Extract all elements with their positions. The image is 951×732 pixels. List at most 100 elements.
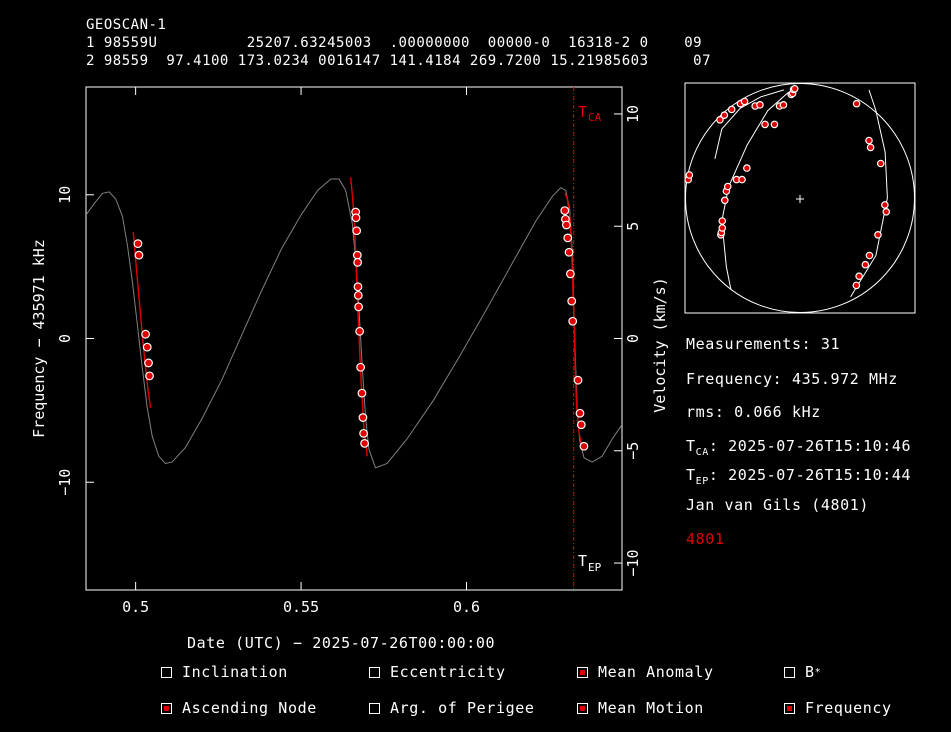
checkbox-box[interactable] [784, 666, 795, 678]
skymap-point [685, 171, 694, 179]
tep-label-sub: EP [588, 561, 602, 574]
tca-label: T [578, 103, 587, 121]
skymap-point [716, 116, 724, 124]
checkbox-ascending-node[interactable]: Ascending Node [161, 699, 317, 717]
checkbox-box[interactable] [161, 702, 172, 714]
checkbox-arg-of-perigee[interactable]: Arg. of Perigee [369, 699, 534, 717]
skymap-point [770, 120, 779, 129]
y2-axis-label: Velocity (km/s) [651, 277, 669, 412]
skymap-track [721, 91, 789, 291]
checkbox-label: Mean Anomaly [598, 663, 714, 681]
y2-tick-label: 10 [624, 105, 642, 123]
measurement-point [563, 233, 573, 243]
tle-line-2: 2 98559 97.4100 173.0234 0016147 141.418… [86, 53, 712, 69]
checkbox-box[interactable] [369, 666, 380, 678]
skymap-point [865, 136, 873, 145]
measurement-point [141, 329, 150, 339]
measurement-point [144, 358, 153, 368]
tep-time: : 2025-07-26T15:10:44 [708, 466, 912, 484]
checkbox-frequency[interactable]: Frequency [784, 699, 892, 717]
skymap-point [865, 251, 874, 260]
observer-name: Jan van Gils (4801) [686, 496, 869, 514]
plot-frame [85, 86, 623, 591]
checkbox-box[interactable] [577, 666, 588, 678]
y-tick-label: 10 [56, 186, 74, 204]
measurement-point [358, 413, 368, 422]
tle-name: GEOSCAN-1 [86, 17, 167, 33]
measurement-point [575, 408, 585, 418]
measurement-point [576, 420, 586, 430]
checkbox-label: Ascending Node [182, 699, 317, 717]
tca-main: T [686, 437, 696, 455]
tca-time: : 2025-07-26T15:10:46 [708, 437, 912, 455]
y2-tick-label: 0 [624, 334, 642, 343]
tca-value: TCA: 2025-07-26T15:10:46 [686, 437, 911, 458]
measurement-point [355, 326, 365, 336]
measurement-point [133, 239, 143, 249]
tep-value: TEP: 2025-07-26T15:10:44 [686, 466, 911, 487]
skymap-point [881, 201, 889, 209]
skymap-point [779, 101, 788, 109]
checkbox-mean-motion[interactable]: Mean Motion [577, 699, 704, 717]
measurement-point [354, 302, 364, 312]
skymap-point [882, 208, 891, 216]
checkbox-box[interactable] [369, 702, 380, 714]
checkbox-box[interactable] [784, 702, 795, 714]
skymap-point [720, 111, 729, 120]
skymap-point [743, 164, 751, 172]
checkbox-sup: * [814, 666, 822, 678]
measurement-point [134, 250, 144, 260]
skymap-track [714, 89, 785, 160]
checkbox-box[interactable] [577, 702, 588, 714]
checkbox-mean-anomaly[interactable]: Mean Anomaly [577, 663, 714, 681]
checkbox-eccentricity[interactable]: Eccentricity [369, 663, 506, 681]
frequency-value: Frequency: 435.972 MHz [686, 370, 898, 388]
x-tick-label: 0.6 [453, 598, 480, 616]
y2-tick-label: −5 [624, 442, 642, 460]
skymap-point [852, 99, 861, 108]
measurement-point [565, 269, 575, 279]
measurement-point [353, 290, 363, 300]
x-tick-label: 0.55 [283, 598, 319, 616]
rms-value: rms: 0.066 kHz [686, 403, 821, 421]
measurement-point [568, 316, 578, 326]
measurement-point [579, 441, 589, 451]
tep-main: T [686, 466, 696, 484]
measurement-point [573, 375, 583, 385]
tep-label: T [578, 552, 587, 570]
skymap-point [727, 105, 736, 114]
checkbox-label: Eccentricity [390, 663, 506, 681]
skymap-point [874, 231, 882, 239]
measurements-count: Measurements: 31 [686, 335, 841, 353]
skymap-track [850, 89, 888, 298]
y2-tick-label: −10 [624, 550, 642, 577]
measurement-point [564, 247, 574, 257]
skymap-point [723, 182, 732, 191]
x-tick-label: 0.5 [122, 598, 149, 616]
skymap-point [852, 281, 861, 290]
skymap-point [866, 143, 875, 152]
y-axis-label: Frequency − 435971 kHz [30, 239, 48, 438]
measurement-point [360, 439, 369, 448]
checkbox-bstar[interactable]: B * [784, 663, 821, 681]
checkbox-label: Arg. of Perigee [390, 699, 535, 717]
y2-tick-label: 5 [624, 222, 642, 231]
x-axis-label: Date (UTC) − 2025-07-26T00:00:00 [187, 634, 496, 652]
measurement-point [352, 250, 362, 260]
checkbox-box[interactable] [161, 666, 172, 678]
y-tick-label: −10 [56, 469, 74, 496]
skymap-point [738, 175, 746, 184]
measurement-point [357, 388, 367, 398]
skymap-point [876, 159, 885, 168]
skymap-point [761, 120, 769, 129]
checkbox-inclination[interactable]: Inclination [161, 663, 288, 681]
checkbox-label: B [805, 663, 815, 681]
skymap-point [861, 260, 870, 269]
skymap-point [718, 224, 727, 232]
site-id: 4801 [686, 530, 725, 548]
measurement-point [359, 428, 368, 438]
measurement-point [352, 226, 362, 236]
measurement-point [351, 213, 361, 223]
checkbox-label: Inclination [182, 663, 288, 681]
